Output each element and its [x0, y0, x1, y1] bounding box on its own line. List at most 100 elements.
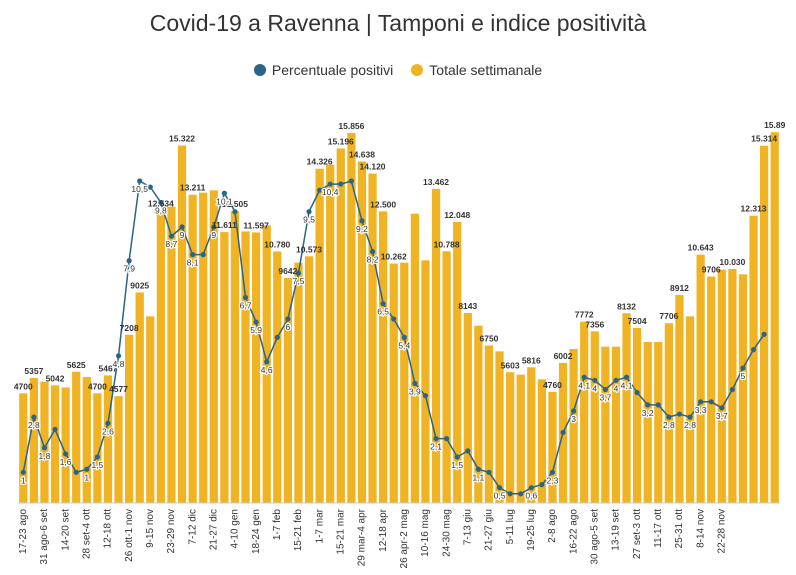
line-point[interactable] — [518, 491, 524, 497]
bar[interactable] — [389, 263, 398, 503]
line-point[interactable] — [433, 436, 439, 442]
bar[interactable] — [633, 327, 642, 503]
bar[interactable] — [135, 292, 144, 503]
line-point[interactable] — [698, 399, 704, 405]
line-point[interactable] — [94, 454, 100, 460]
line-point[interactable] — [581, 374, 587, 380]
line-point[interactable] — [401, 334, 407, 340]
line-point[interactable] — [115, 353, 122, 359]
bar[interactable] — [336, 148, 345, 503]
line-point[interactable] — [740, 365, 746, 371]
line-point[interactable] — [274, 334, 280, 340]
line-point[interactable] — [486, 469, 492, 475]
line-point[interactable] — [264, 359, 270, 365]
bar[interactable] — [273, 251, 282, 503]
line-point[interactable] — [655, 402, 661, 408]
bar[interactable] — [685, 316, 695, 503]
bar[interactable] — [347, 133, 356, 503]
bar[interactable] — [220, 232, 229, 503]
line-point[interactable] — [645, 402, 651, 408]
bar[interactable] — [294, 262, 303, 503]
line-point[interactable] — [761, 331, 767, 337]
line-point[interactable] — [560, 429, 566, 436]
bar[interactable] — [463, 313, 472, 503]
line-point[interactable] — [465, 448, 471, 454]
bar[interactable] — [283, 278, 293, 503]
line-point[interactable] — [750, 347, 757, 353]
line-point[interactable] — [168, 233, 175, 239]
line-point[interactable] — [412, 380, 418, 386]
line-point[interactable] — [84, 466, 90, 472]
bar[interactable] — [431, 188, 441, 503]
line-point[interactable] — [549, 469, 556, 475]
line-point[interactable] — [52, 426, 58, 432]
bar[interactable] — [230, 211, 240, 503]
bar[interactable] — [50, 385, 60, 503]
line-point[interactable] — [623, 374, 630, 380]
bar[interactable] — [664, 323, 674, 503]
line-point[interactable] — [295, 270, 302, 276]
line-point[interactable] — [454, 454, 460, 460]
bar[interactable] — [442, 251, 451, 503]
line-point[interactable] — [190, 252, 196, 258]
line-point[interactable] — [613, 377, 619, 383]
line-point[interactable] — [317, 187, 323, 193]
line-point[interactable] — [63, 451, 69, 457]
line-point[interactable] — [232, 209, 238, 215]
line-point[interactable] — [687, 414, 693, 420]
bar[interactable] — [177, 145, 187, 504]
bar[interactable] — [82, 377, 91, 503]
line-point[interactable] — [719, 405, 725, 411]
line-point[interactable] — [634, 390, 640, 396]
line-point[interactable] — [708, 399, 714, 405]
legend-item-totale[interactable]: Totale settimanale — [411, 62, 542, 78]
bar[interactable] — [474, 325, 483, 503]
bar[interactable] — [209, 190, 218, 503]
bar[interactable] — [156, 210, 166, 504]
line-point[interactable] — [444, 436, 450, 442]
line-point[interactable] — [179, 224, 185, 230]
bar[interactable] — [728, 268, 737, 503]
line-point[interactable] — [666, 414, 672, 420]
line-point[interactable] — [211, 224, 217, 230]
line-point[interactable] — [380, 301, 386, 307]
bar[interactable] — [379, 211, 388, 503]
bar[interactable] — [125, 334, 134, 503]
bar[interactable] — [675, 295, 684, 503]
bar[interactable] — [29, 378, 39, 503]
bar[interactable] — [654, 342, 663, 503]
line-point[interactable] — [571, 408, 577, 414]
bar[interactable] — [40, 381, 49, 503]
bar[interactable] — [315, 168, 324, 504]
line-point[interactable] — [306, 209, 312, 215]
bar[interactable] — [241, 231, 250, 503]
bar[interactable] — [569, 349, 578, 503]
bar[interactable] — [72, 371, 81, 503]
line-point[interactable] — [105, 420, 111, 426]
line-point[interactable] — [20, 469, 26, 475]
line-point[interactable] — [359, 218, 365, 224]
bar[interactable] — [304, 256, 314, 503]
bar[interactable] — [61, 387, 70, 504]
bar[interactable] — [548, 391, 557, 503]
line-point[interactable] — [676, 411, 683, 417]
line-point[interactable] — [253, 319, 259, 325]
bar[interactable] — [580, 321, 589, 503]
bar[interactable] — [760, 145, 769, 504]
line-point[interactable] — [73, 469, 79, 475]
bar[interactable] — [738, 274, 748, 503]
line-point[interactable] — [592, 377, 598, 383]
line-point[interactable] — [602, 386, 608, 393]
bar[interactable] — [400, 262, 409, 503]
bar[interactable] — [326, 164, 335, 504]
line-point[interactable] — [200, 252, 206, 258]
bar[interactable] — [453, 221, 462, 503]
line-point[interactable] — [507, 491, 513, 497]
bar[interactable] — [167, 206, 176, 504]
line-point[interactable] — [422, 393, 429, 399]
line-point[interactable] — [338, 181, 344, 187]
bar[interactable] — [114, 396, 123, 503]
line-point[interactable] — [285, 316, 291, 322]
bar[interactable] — [611, 346, 621, 503]
bar[interactable] — [93, 393, 102, 503]
